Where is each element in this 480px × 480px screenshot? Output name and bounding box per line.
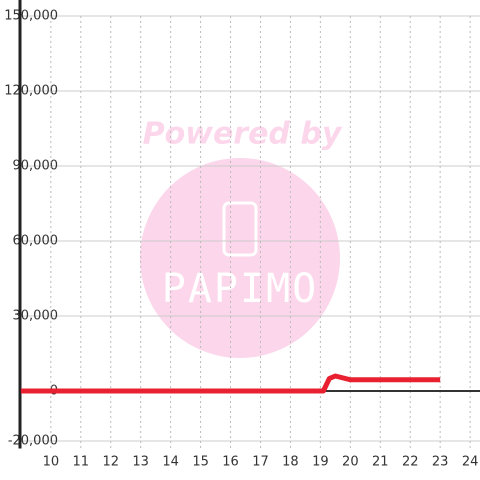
y-tick-label: 30,000 <box>13 309 59 324</box>
x-tick-label: 11 <box>73 455 90 470</box>
x-tick-label: 15 <box>192 455 209 470</box>
y-tick-label: 120,000 <box>4 84 58 99</box>
watermark-text: Powered by <box>143 117 343 152</box>
x-tick-label: 23 <box>432 455 449 470</box>
x-tick-label: 18 <box>282 455 299 470</box>
y-tick-label: 60,000 <box>13 234 59 249</box>
line <box>20 373 441 394</box>
x-tick-label: 13 <box>132 455 149 470</box>
x-tick-label: 20 <box>342 455 359 470</box>
watermark-circle <box>140 158 340 358</box>
x-tick-label: 14 <box>162 455 179 470</box>
y-tick-label: 90,000 <box>13 159 59 174</box>
watermark-icon <box>222 201 258 257</box>
x-tick-label: 22 <box>402 455 419 470</box>
y-tick-label: 150,000 <box>4 9 58 24</box>
x-tick-label: 10 <box>43 455 60 470</box>
x-tick-label: 16 <box>222 455 239 470</box>
x-tick-label: 12 <box>102 455 119 470</box>
x-tick-label: 24 <box>462 455 479 470</box>
x-tick-label: 21 <box>372 455 389 470</box>
x-tick-label: 17 <box>252 455 269 470</box>
x-tick-label: 19 <box>312 455 329 470</box>
watermark-logo: PAPIMO <box>162 266 319 312</box>
